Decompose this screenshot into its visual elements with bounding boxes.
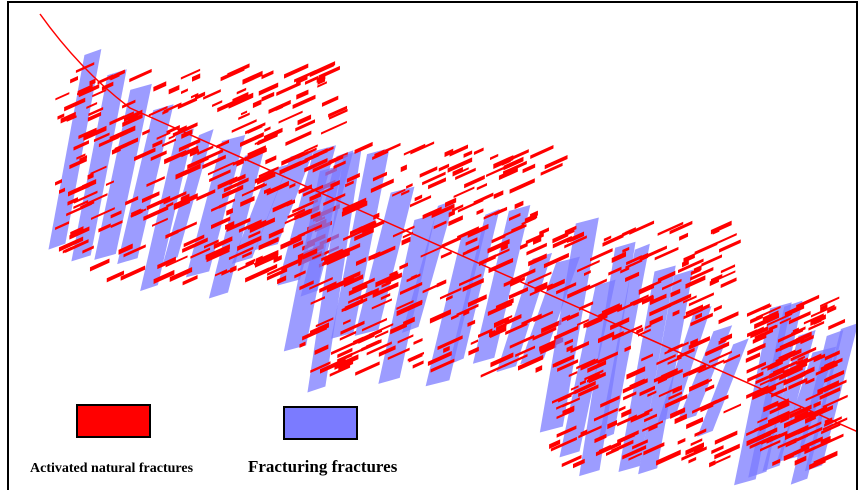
legend-swatch [77, 405, 150, 437]
page: Activated natural fractures Fracturing f… [0, 0, 858, 490]
figure: Activated natural fractures Fracturing f… [0, 0, 858, 490]
legend-label: Fracturing fractures [248, 457, 398, 476]
legend-label: Activated natural fractures [30, 461, 194, 476]
legend-swatch [284, 407, 357, 439]
